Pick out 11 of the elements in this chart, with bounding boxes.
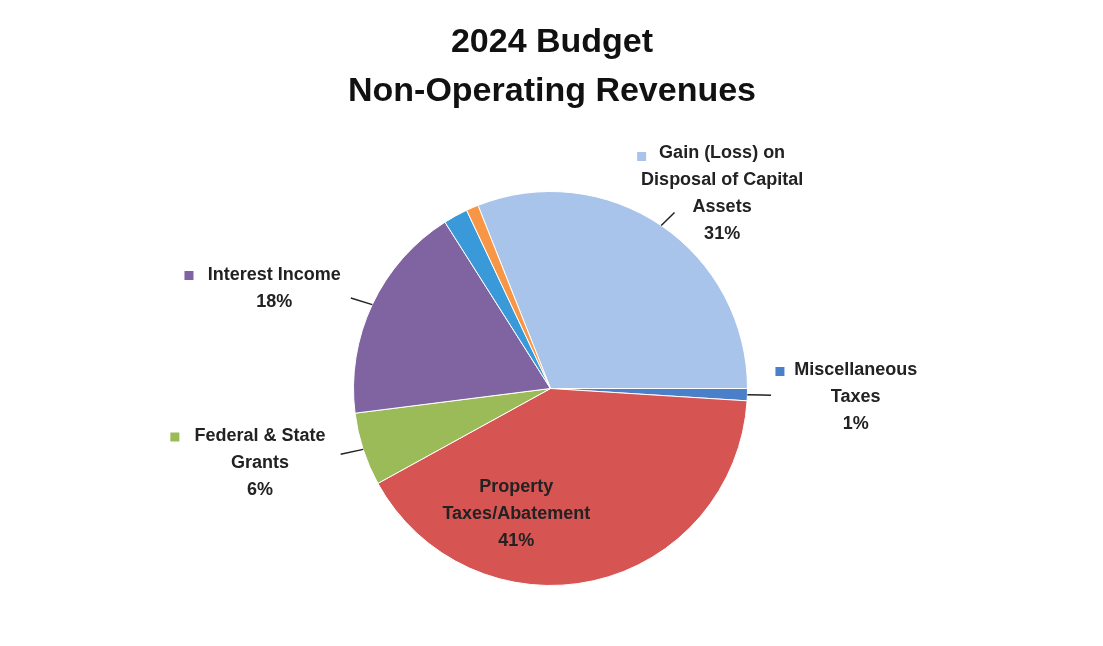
data-label: 18% <box>256 291 293 312</box>
data-label: 1% <box>842 412 869 433</box>
chart-title: 2024 Budget Non-Operating Revenues <box>347 20 757 108</box>
legend-label: Interest Income <box>207 264 341 285</box>
data-label: 31% <box>704 223 741 244</box>
data-label: 41% <box>498 530 535 551</box>
slice-label: Property Taxes/Abatement <box>442 476 591 524</box>
data-label: 6% <box>247 478 274 499</box>
legend-label: Miscellaneous Taxes <box>794 358 918 406</box>
legend-label: Gain (Loss) on Disposal of Capital Assets <box>641 142 804 217</box>
legend-label: Federal & State Grants <box>194 424 326 472</box>
